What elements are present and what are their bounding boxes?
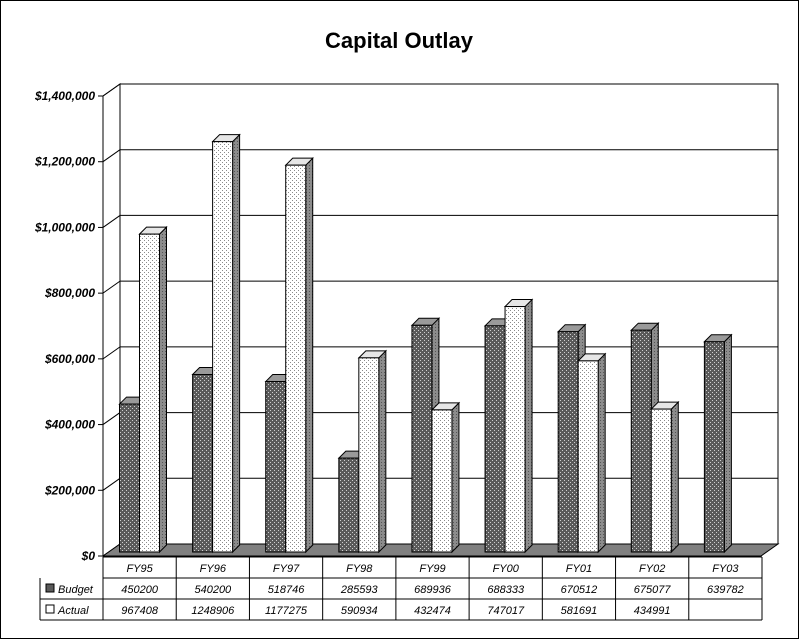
legend-swatch-actual: [45, 604, 55, 614]
x-tick-label: FY96: [200, 563, 227, 575]
data-label-budget: 285593: [340, 584, 379, 596]
x-tick-label: FY02: [639, 563, 665, 575]
bar-budget-FY98: [338, 457, 360, 553]
x-tick-label: FY01: [566, 563, 592, 575]
bar-budget-FY01: [557, 331, 579, 553]
bar-actual-side: [524, 298, 533, 554]
data-label-budget: 450200: [121, 584, 159, 596]
data-label-budget: 540200: [194, 584, 232, 596]
bar-actual-FY99: [431, 409, 453, 553]
y-tick-label: $200,000: [44, 483, 95, 497]
legend-label-budget: Budget: [58, 584, 94, 596]
data-label-budget: 675077: [634, 584, 672, 596]
data-label-budget: 689936: [414, 584, 452, 596]
bar-actual-FY96: [212, 141, 234, 553]
x-tick-label: FY97: [273, 563, 300, 575]
x-tick-label: FY95: [126, 563, 153, 575]
gridline-side: [102, 412, 121, 425]
bar-actual-side: [305, 156, 314, 554]
chart-title: Capital Outlay: [325, 28, 474, 53]
bar-actual-side: [159, 225, 167, 554]
x-tick-label: FY00: [493, 563, 520, 575]
data-label-actual: 1248906: [191, 605, 235, 617]
legend-swatch-budget: [45, 583, 55, 593]
y-tick-label: $1,200,000: [34, 155, 95, 169]
bar-budget-FY96: [192, 374, 214, 553]
data-label-actual: 581691: [561, 605, 598, 617]
bar-budget-side: [723, 333, 732, 554]
bar-actual-side: [232, 133, 241, 554]
y-tick-label: $800,000: [44, 286, 95, 300]
data-label-actual: 590934: [341, 605, 378, 617]
data-label-budget: 518746: [268, 584, 306, 596]
bar-actual-side: [597, 352, 606, 554]
bar-actual-FY00: [504, 306, 526, 553]
x-tick-label: FY03: [712, 563, 739, 575]
gridline-side: [102, 280, 121, 294]
bar-budget-FY00: [484, 325, 506, 553]
data-label-actual: 1177275: [265, 605, 308, 617]
x-tick-label: FY99: [419, 563, 445, 575]
x-tick-label: FY98: [346, 563, 373, 575]
data-label-actual: 432474: [414, 605, 451, 617]
data-label-budget: 670512: [561, 584, 598, 596]
bar-actual-FY02: [650, 408, 672, 553]
y-tick-label: $1,000,000: [34, 220, 95, 234]
bar-budget-FY03: [703, 341, 725, 553]
legend-label-actual: Actual: [57, 605, 89, 617]
y-tick-label: $1,400,000: [34, 89, 95, 103]
data-label-actual: 747017: [487, 605, 525, 617]
plot-side-wall: [102, 83, 121, 557]
bar-actual-FY01: [577, 360, 599, 553]
bar-actual-FY97: [285, 164, 307, 553]
bar-actual-FY95: [139, 233, 160, 553]
data-label-actual: 967408: [121, 605, 159, 617]
bar-budget-FY99: [411, 324, 433, 553]
gridline-side: [102, 477, 121, 491]
data-label-budget: 688333: [487, 584, 525, 596]
bar-budget-FY95: [119, 403, 140, 553]
gridline-side: [102, 149, 121, 163]
bar-actual-FY98: [358, 357, 380, 553]
bar-actual-side: [670, 400, 679, 554]
data-label-budget: 639782: [707, 584, 744, 596]
y-tick-label: $400,000: [44, 418, 95, 432]
bar-actual-side: [451, 401, 460, 554]
bar-budget-FY02: [630, 329, 652, 553]
bar-budget-FY97: [265, 381, 287, 553]
gridline-side: [102, 346, 121, 360]
data-label-actual: 434991: [634, 605, 671, 617]
y-tick-label: $600,000: [44, 352, 95, 366]
y-tick-label: $0: [81, 549, 96, 563]
bar-actual-side: [378, 349, 387, 554]
gridline-side: [102, 215, 121, 228]
gridline-side: [102, 83, 121, 97]
